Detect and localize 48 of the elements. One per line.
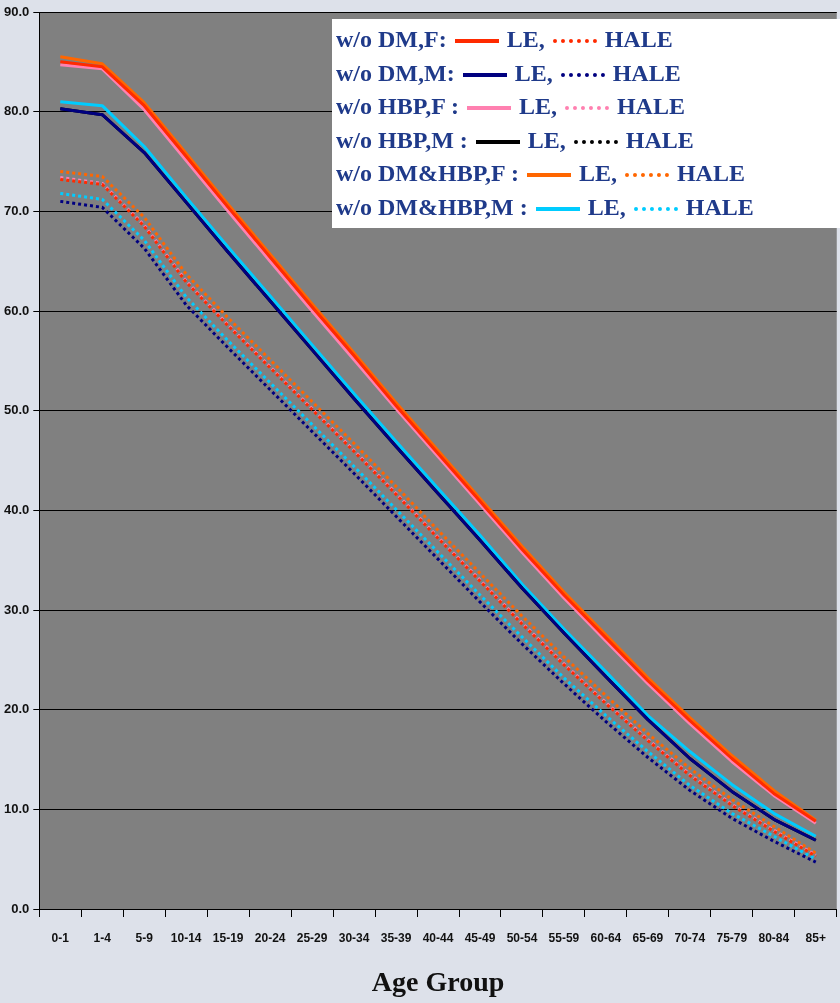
x-tick-label: 30-34 <box>338 930 370 945</box>
y-tick-label: 30.0 <box>3 601 30 617</box>
x-tick-label: 40-44 <box>422 930 454 945</box>
legend-label: LE, <box>518 93 557 119</box>
x-tick-label: 55-59 <box>548 930 580 945</box>
y-tick-label: 40.0 <box>3 501 30 517</box>
x-tick-label: 0-1 <box>51 930 70 945</box>
annotation: w/o HBP,M : <box>336 126 468 153</box>
x-axis-title: Age Group <box>371 966 505 998</box>
x-tick-label: 45-49 <box>464 930 496 945</box>
y-tick-label: 70.0 <box>3 202 30 218</box>
legend-label: LE, <box>587 193 626 220</box>
y-tick-label: 60.0 <box>3 302 30 318</box>
x-tick-label: 85+ <box>805 930 826 945</box>
legend-label: LE, <box>527 126 566 153</box>
legend-label: HALE <box>625 126 694 153</box>
x-tick-label: 60-64 <box>590 930 622 945</box>
legend-label: HALE <box>676 160 745 186</box>
x-tick-label: 20-24 <box>254 930 286 945</box>
x-tick-label: 15-19 <box>212 930 244 945</box>
y-tick-label: 20.0 <box>3 701 30 717</box>
x-tick-label: 80-84 <box>758 930 790 945</box>
y-tick-label: 0.0 <box>11 900 30 916</box>
x-tick-label: 50-54 <box>506 930 538 945</box>
legend-label: HALE <box>604 26 673 52</box>
y-tick-label: 50.0 <box>3 402 30 418</box>
x-tick-label: 5-9 <box>135 930 154 945</box>
y-tick-label: 90.0 <box>3 3 30 19</box>
y-tick-label: 10.0 <box>3 800 30 816</box>
x-tick-label: 70-74 <box>674 930 706 945</box>
legend-label: HALE <box>612 59 681 86</box>
x-tick-label: 25-29 <box>296 930 328 945</box>
legend-label: HALE <box>685 193 754 220</box>
x-tick-label: 10-14 <box>170 930 202 945</box>
annotation: w/o DM&HBP,M : <box>336 193 528 220</box>
y-tick-label: 80.0 <box>3 103 30 119</box>
legend-label: HALE <box>616 93 685 119</box>
x-tick-label: 75-79 <box>716 930 748 945</box>
annotation: w/o DM,F: <box>336 26 447 52</box>
x-tick-label: 65-69 <box>632 930 664 945</box>
legend-label: LE, <box>514 59 553 86</box>
legend-label: LE, <box>578 160 617 186</box>
legend-label: LE, <box>506 26 545 52</box>
annotation: w/o HBP,F : <box>336 93 459 119</box>
annotation: w/o DM&HBP,F : <box>336 160 519 186</box>
x-tick-label: 35-39 <box>380 930 412 945</box>
x-tick-label: 1-4 <box>93 930 112 945</box>
annotation: w/o DM,M: <box>336 59 455 86</box>
